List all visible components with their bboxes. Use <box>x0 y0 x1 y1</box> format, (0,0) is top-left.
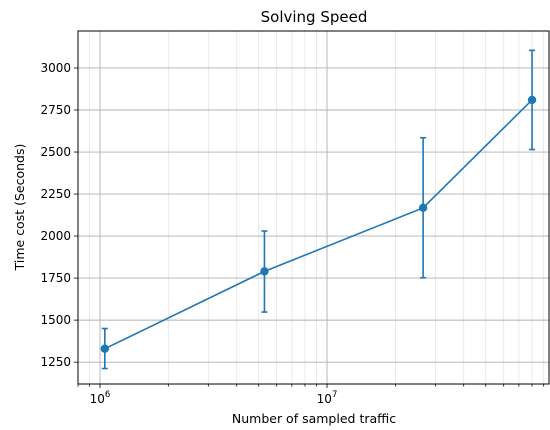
x-tick-label-exponent: 6 <box>105 390 110 400</box>
y-tick-label: 3000 <box>40 61 71 75</box>
x-tick-label-base: 10 <box>317 392 332 406</box>
x-tick-label-exponent: 7 <box>332 390 337 400</box>
y-axis-label: Time cost (Seconds) <box>12 144 27 272</box>
x-tick-label: 106 <box>90 390 111 406</box>
grid <box>77 31 549 384</box>
data-point <box>100 344 110 353</box>
y-tick-label: 2500 <box>40 145 71 159</box>
x-tick-label: 107 <box>317 390 338 406</box>
y-tick-label: 1500 <box>40 313 71 327</box>
series-layer <box>100 49 537 370</box>
y-tick-label: 1250 <box>40 355 71 369</box>
data-point <box>260 267 269 276</box>
plot-frame <box>77 30 550 385</box>
data-point <box>527 95 537 105</box>
y-tick-label: 2250 <box>40 187 71 201</box>
y-tick-label: 1750 <box>40 271 71 285</box>
x-tick-label-base: 10 <box>90 392 105 406</box>
series-line <box>104 99 533 350</box>
data-point <box>418 203 428 213</box>
y-tick-label: 2750 <box>40 103 71 117</box>
y-tick-label: 2000 <box>40 229 71 243</box>
x-axis-label: Number of sampled traffic <box>232 411 396 426</box>
chart-title: Solving Speed <box>261 8 368 26</box>
